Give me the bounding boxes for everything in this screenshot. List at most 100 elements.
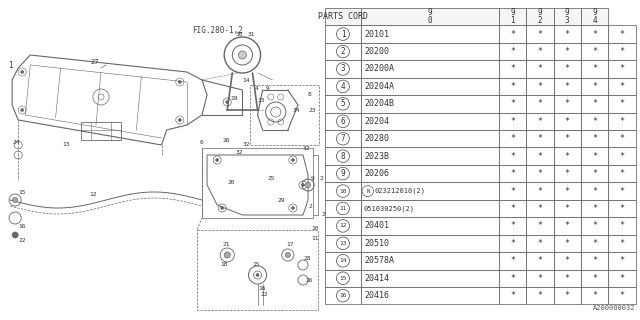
Text: *: * bbox=[620, 204, 625, 213]
Text: *: * bbox=[620, 291, 625, 300]
Bar bbox=[608, 130, 636, 148]
Text: *: * bbox=[620, 239, 625, 248]
Text: FIG.280-1,2: FIG.280-1,2 bbox=[192, 26, 243, 35]
Text: *: * bbox=[538, 169, 543, 178]
Circle shape bbox=[12, 232, 18, 238]
Bar bbox=[499, 43, 526, 60]
Bar bbox=[581, 182, 608, 200]
Text: *: * bbox=[510, 274, 515, 283]
Bar bbox=[361, 182, 499, 200]
Text: *: * bbox=[620, 117, 625, 126]
Bar bbox=[325, 287, 361, 304]
Bar bbox=[608, 60, 636, 78]
Bar bbox=[526, 182, 554, 200]
Text: 9
2: 9 2 bbox=[538, 8, 542, 25]
Text: 29: 29 bbox=[278, 197, 285, 203]
Text: *: * bbox=[564, 204, 570, 213]
Text: 12: 12 bbox=[89, 193, 97, 197]
Text: 051030250(2): 051030250(2) bbox=[364, 205, 415, 212]
Bar bbox=[554, 287, 581, 304]
Text: PARTS CORD: PARTS CORD bbox=[318, 12, 368, 21]
Bar bbox=[325, 43, 361, 60]
Text: *: * bbox=[620, 221, 625, 230]
Text: *: * bbox=[538, 187, 543, 196]
Text: 1: 1 bbox=[340, 29, 345, 39]
Bar bbox=[361, 235, 499, 252]
Circle shape bbox=[216, 158, 219, 162]
Text: 24: 24 bbox=[12, 140, 20, 145]
Bar bbox=[554, 217, 581, 235]
Text: 28: 28 bbox=[303, 255, 310, 260]
Bar bbox=[608, 165, 636, 182]
Bar bbox=[554, 269, 581, 287]
Text: 15: 15 bbox=[339, 276, 347, 281]
Bar bbox=[361, 217, 499, 235]
Bar bbox=[581, 43, 608, 60]
Text: *: * bbox=[538, 99, 543, 108]
Text: *: * bbox=[620, 29, 625, 39]
Bar bbox=[608, 78, 636, 95]
Text: 16: 16 bbox=[18, 223, 26, 228]
Text: 32: 32 bbox=[236, 149, 243, 155]
Text: *: * bbox=[592, 256, 597, 265]
Text: 7: 7 bbox=[340, 134, 345, 143]
Text: 2023B: 2023B bbox=[364, 152, 389, 161]
Bar bbox=[325, 60, 361, 78]
Bar bbox=[526, 252, 554, 269]
Bar bbox=[608, 182, 636, 200]
Bar bbox=[499, 235, 526, 252]
Text: N: N bbox=[366, 188, 369, 194]
Text: 3: 3 bbox=[340, 64, 345, 74]
Text: *: * bbox=[592, 29, 597, 39]
Bar bbox=[526, 95, 554, 113]
Text: *: * bbox=[592, 152, 597, 161]
Bar bbox=[361, 25, 499, 43]
Bar bbox=[581, 252, 608, 269]
Bar bbox=[581, 130, 608, 148]
Bar bbox=[581, 217, 608, 235]
Circle shape bbox=[20, 70, 24, 74]
Text: *: * bbox=[510, 256, 515, 265]
Text: 9
1: 9 1 bbox=[510, 8, 515, 25]
Text: *: * bbox=[538, 64, 543, 74]
Text: 13: 13 bbox=[63, 142, 70, 148]
Text: 10: 10 bbox=[311, 226, 319, 230]
Text: *: * bbox=[510, 134, 515, 143]
Bar bbox=[608, 95, 636, 113]
Bar bbox=[581, 148, 608, 165]
Text: 15: 15 bbox=[253, 261, 260, 267]
Text: *: * bbox=[510, 47, 515, 56]
Circle shape bbox=[13, 197, 18, 203]
Bar bbox=[325, 148, 361, 165]
Text: *: * bbox=[592, 291, 597, 300]
Text: *: * bbox=[538, 256, 543, 265]
Text: *: * bbox=[564, 134, 570, 143]
Bar bbox=[361, 148, 499, 165]
Bar bbox=[499, 252, 526, 269]
Text: 32: 32 bbox=[303, 146, 310, 150]
Text: *: * bbox=[564, 64, 570, 74]
Text: 22: 22 bbox=[18, 237, 26, 243]
Bar bbox=[526, 8, 554, 25]
Bar bbox=[499, 25, 526, 43]
Text: 2: 2 bbox=[308, 204, 312, 210]
Bar bbox=[581, 113, 608, 130]
Circle shape bbox=[238, 51, 246, 59]
Text: *: * bbox=[538, 204, 543, 213]
Bar bbox=[499, 200, 526, 217]
Bar bbox=[608, 217, 636, 235]
Bar bbox=[325, 8, 361, 25]
Text: 9
3: 9 3 bbox=[565, 8, 570, 25]
Bar bbox=[325, 113, 361, 130]
Text: 4: 4 bbox=[255, 85, 259, 91]
Text: *: * bbox=[592, 239, 597, 248]
Text: 20200A: 20200A bbox=[364, 64, 394, 74]
Text: 21: 21 bbox=[222, 243, 230, 247]
Bar bbox=[554, 200, 581, 217]
Circle shape bbox=[179, 81, 181, 84]
Bar bbox=[325, 217, 361, 235]
Bar bbox=[361, 200, 499, 217]
Text: *: * bbox=[510, 64, 515, 74]
Text: 34: 34 bbox=[293, 108, 300, 113]
Text: 12: 12 bbox=[339, 223, 347, 228]
